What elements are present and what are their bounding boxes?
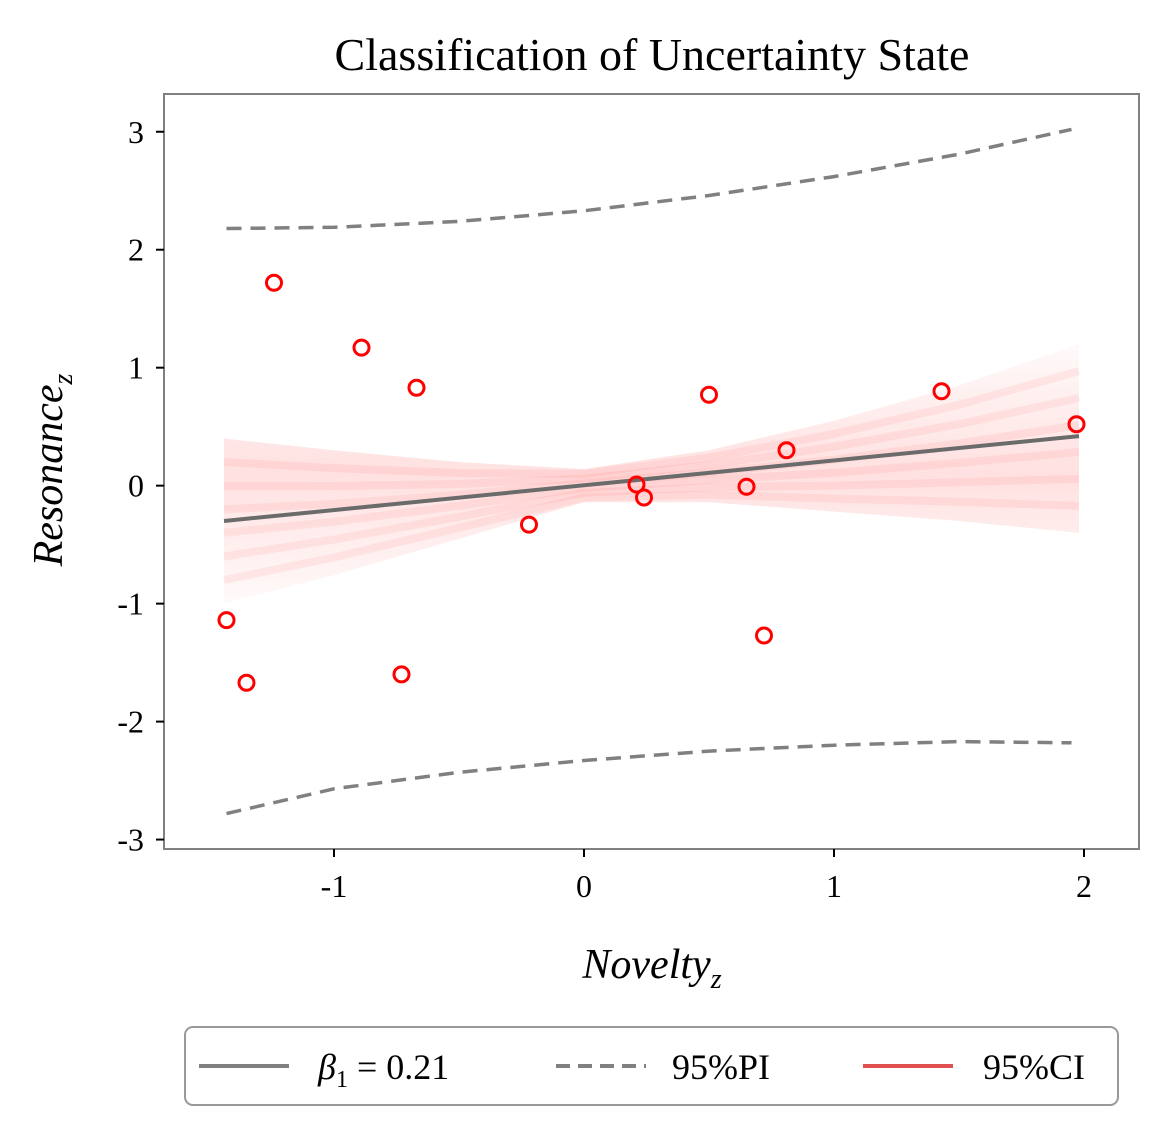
x-axis-label: Noveltyz bbox=[581, 942, 721, 995]
x-axis-ticks: -1 0 1 2 bbox=[321, 849, 1092, 904]
data-point-3 bbox=[265, 273, 283, 292]
plot-area bbox=[217, 127, 1086, 816]
pi-line-2 bbox=[226, 127, 1072, 231]
data-point-9 bbox=[635, 488, 653, 507]
data-point-7 bbox=[520, 515, 538, 534]
data-point-6 bbox=[407, 378, 426, 397]
y-tick-label-3: 0 bbox=[128, 468, 144, 504]
data-point-11 bbox=[737, 477, 756, 496]
ci-band-trace-5 bbox=[223, 394, 1080, 491]
legend-label-beta-rest: = 0.21 bbox=[348, 1047, 449, 1087]
x-tick-label-0: -1 bbox=[321, 868, 348, 904]
x-axis-label-sub: z bbox=[710, 964, 722, 995]
data-point-5 bbox=[392, 665, 411, 684]
chart-title: Classification of Uncertainty State bbox=[335, 29, 970, 80]
pi-line-3 bbox=[226, 739, 1072, 816]
data-point-2 bbox=[237, 673, 256, 692]
legend-label-beta: β1 = 0.21 bbox=[317, 1047, 449, 1093]
ci-band bbox=[223, 344, 1081, 604]
ci-band-trace-1 bbox=[223, 490, 1080, 584]
y-axis-label: Resonancez bbox=[26, 373, 79, 567]
x-tick-label-2: 1 bbox=[826, 868, 842, 904]
y-axis-label-main: Resonance bbox=[26, 384, 72, 567]
legend-label-pi: 95%PI bbox=[672, 1047, 770, 1087]
data-point-1 bbox=[217, 611, 236, 630]
line-layer bbox=[223, 127, 1080, 816]
legend-label-beta-sub: 1 bbox=[336, 1067, 348, 1093]
x-axis-label-main: Novelty bbox=[581, 942, 711, 988]
ci-band-trace-3 bbox=[223, 448, 1080, 537]
ci-band-area bbox=[224, 344, 1079, 604]
y-tick-label-6: -3 bbox=[117, 822, 144, 858]
data-point-15 bbox=[1067, 415, 1086, 434]
data-point-8 bbox=[627, 475, 646, 494]
regression-line bbox=[223, 434, 1080, 523]
y-axis-ticks: 3 2 1 0 -1 -2 -3 bbox=[117, 114, 164, 858]
data-point-13 bbox=[777, 441, 796, 460]
plot-frame bbox=[163, 93, 1140, 850]
x-tick-label-3: 2 bbox=[1076, 868, 1092, 904]
data-point-12 bbox=[755, 626, 773, 645]
data-point-4 bbox=[352, 338, 371, 357]
y-tick-label-0: 3 bbox=[128, 114, 144, 150]
y-tick-label-5: -2 bbox=[117, 704, 144, 740]
y-tick-label-4: -1 bbox=[117, 586, 144, 622]
data-point-10 bbox=[700, 385, 718, 404]
y-tick-label-1: 2 bbox=[128, 232, 144, 268]
data-point-14 bbox=[932, 382, 951, 401]
y-axis-label-sub: z bbox=[48, 373, 79, 385]
y-tick-label-2: 1 bbox=[128, 350, 144, 386]
legend-box bbox=[184, 1026, 1119, 1106]
scatter-points bbox=[217, 273, 1086, 692]
x-tick-label-1: 0 bbox=[576, 868, 592, 904]
legend-label-beta-greek: β bbox=[317, 1047, 336, 1087]
legend-label-ci: 95%CI bbox=[983, 1047, 1085, 1087]
ci-band-trace-6 bbox=[223, 367, 1081, 478]
legend: β1 = 0.21 95%PI 95%CI bbox=[184, 1026, 1119, 1106]
